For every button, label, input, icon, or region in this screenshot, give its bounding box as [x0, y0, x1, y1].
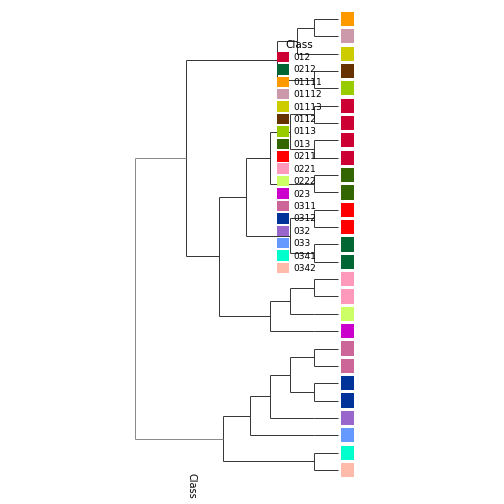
- Bar: [341, 428, 354, 443]
- Bar: [341, 341, 354, 356]
- Bar: [341, 220, 354, 234]
- Bar: [341, 168, 354, 182]
- Bar: [341, 116, 354, 130]
- Bar: [341, 203, 354, 217]
- Bar: [341, 81, 354, 95]
- Bar: [341, 272, 354, 286]
- Bar: [341, 185, 354, 200]
- Bar: [341, 12, 354, 26]
- Bar: [341, 307, 354, 321]
- Bar: [341, 46, 354, 60]
- Bar: [341, 289, 354, 303]
- Bar: [341, 255, 354, 269]
- Bar: [341, 446, 354, 460]
- Bar: [341, 99, 354, 113]
- Bar: [341, 133, 354, 148]
- Text: Class: Class: [186, 473, 197, 499]
- Bar: [341, 359, 354, 373]
- Legend: 012, 0212, 01111, 01112, 01113, 0112, 0113, 013, 0211, 0221, 0222, 023, 0311, 03: 012, 0212, 01111, 01112, 01113, 0112, 01…: [277, 40, 323, 273]
- Bar: [341, 151, 354, 165]
- Bar: [341, 411, 354, 425]
- Bar: [341, 376, 354, 390]
- Bar: [341, 463, 354, 477]
- Bar: [341, 29, 354, 43]
- Bar: [341, 64, 354, 78]
- Bar: [341, 394, 354, 408]
- Bar: [341, 237, 354, 251]
- Bar: [341, 324, 354, 338]
